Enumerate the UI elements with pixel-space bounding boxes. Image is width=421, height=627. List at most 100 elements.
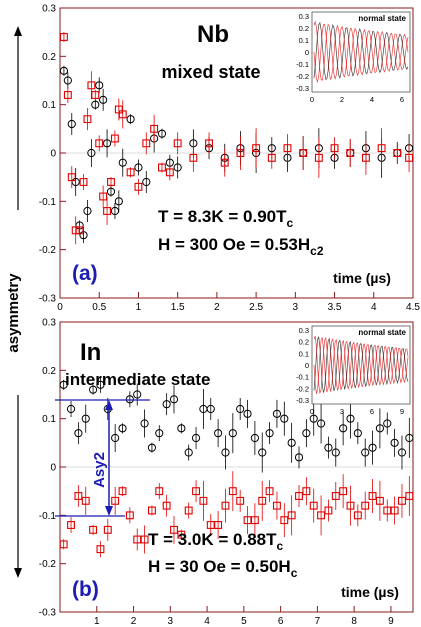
panel-a-ytick-label: 0.1 <box>42 100 56 111</box>
panel-b-point-square <box>361 501 370 510</box>
asy-label: Asy2 <box>91 452 108 488</box>
panel-a-point-square <box>393 149 402 157</box>
panel-b-point-circle <box>191 433 201 443</box>
inset-b-xtick-label: 9 <box>400 407 404 416</box>
panel-a-point-square <box>405 153 414 162</box>
panel-a-point-square <box>165 168 174 177</box>
panel-a-annotation-1: T = 8.3K = 0.90Tc <box>158 207 294 230</box>
asy-arrow-head-top <box>105 400 113 410</box>
panel-a-title: Nb <box>197 21 229 48</box>
panel-b-point-circle <box>272 409 282 418</box>
panel-b-point-circle <box>228 429 237 438</box>
panel-a-point-square <box>377 144 386 153</box>
panel-b-point-circle <box>81 414 90 423</box>
panel-b-point-square <box>309 501 318 510</box>
panel-b-point-circle <box>294 453 304 462</box>
panel-b-point-square <box>118 487 127 496</box>
panel-a-point-circle <box>67 119 76 129</box>
panel-b-point-square <box>89 525 98 534</box>
panel-a-ytick-label: -0.1 <box>39 197 57 208</box>
panel-a-point-circle <box>83 206 92 216</box>
panel-b-point-circle <box>118 424 127 433</box>
panel-b-point-circle <box>177 424 186 433</box>
panel-b-point-square <box>140 535 149 544</box>
panel-a-point-circle <box>59 66 69 75</box>
panel-a-point-square <box>236 149 245 157</box>
panel-b-point-square <box>74 492 83 500</box>
panel-b-ytick-label: 0.1 <box>42 414 56 425</box>
panel-b-annotation-1-main: T = 3.0K = 0.88T <box>148 530 277 549</box>
panel-b-annotation-1: T = 3.0K = 0.88Tc <box>148 530 284 553</box>
y-axis-label: asymmetry <box>5 273 22 353</box>
panel-b-point-square <box>133 535 142 544</box>
panel-a-annotation-2-main: H = 300 Oe = 0.53H <box>158 235 310 254</box>
panel-a-point-circle <box>91 100 100 109</box>
panel-a: -0.3 -0.2 -0.1 0 0.1 0.2 0.3 0 0.5 1 1.5 2 2.5 3 3.5 4 4… <box>39 4 421 314</box>
inset-b-xtick-label: 3 <box>340 407 344 416</box>
panel-b-point-square <box>346 501 355 510</box>
panel-a-point-square <box>205 139 213 148</box>
panel-b-point-square <box>250 516 259 525</box>
panel-b-point-square <box>111 496 120 505</box>
panel-b-point-square <box>184 506 193 515</box>
inset-b-trace <box>313 336 409 393</box>
panel-b-xtick-label: 9 <box>388 616 394 627</box>
panel-b-point-square <box>199 496 208 505</box>
panel-a-point-square <box>79 178 88 186</box>
panel-b-annotation-2-sub: c <box>291 566 298 580</box>
panel-b-point-circle <box>331 448 340 457</box>
panel-a-xtick-label: 2 <box>214 302 220 313</box>
panel-a-point-square <box>87 81 96 90</box>
panel-b-point-square <box>368 492 377 500</box>
panel-b-point-circle <box>59 380 68 389</box>
panel-a-point-circle <box>142 177 151 187</box>
panel-a-point-square <box>95 139 104 148</box>
inset-a-ytick-label: 0.2 <box>299 24 309 33</box>
panel-a-xtick-label: 4 <box>371 302 377 313</box>
panel-b-point-square <box>236 496 245 505</box>
panel-b-point-square <box>258 496 267 505</box>
inset-a-trace <box>313 20 409 82</box>
panel-b-point-circle <box>316 419 326 428</box>
inset-b-ytick-label: 0 <box>305 361 309 370</box>
panel-a-point-circle <box>87 148 96 158</box>
panel-b-point-circle <box>250 433 259 443</box>
inset-a-ytick-label: 0 <box>305 48 309 57</box>
panel-b-annotation-2-main: H = 30 Oe = 0.50H <box>148 557 291 576</box>
panel-b-point-square <box>331 492 340 500</box>
panel-b-point-square <box>103 525 112 534</box>
panel-b-xtick-label: 1 <box>94 616 100 627</box>
panel-a-annotation-2: H = 300 Oe = 0.53Hc2 <box>158 235 324 258</box>
panel-a-point-square <box>110 134 119 143</box>
panel-a-point-square <box>361 153 370 162</box>
panel-a-subtitle: mixed state <box>161 62 260 82</box>
panel-b-point-circle <box>339 424 348 433</box>
panel-a-annotation-1-main: T = 8.3K = 0.90T <box>158 207 287 226</box>
panel-b-point-square <box>405 492 414 500</box>
panel-a-point-square <box>99 192 108 201</box>
panel-b-point-square <box>221 501 230 510</box>
panel-b-point-square <box>192 487 201 496</box>
panel-b-point-circle <box>147 443 157 452</box>
panel-a-annotation-2-sub: c2 <box>310 244 324 258</box>
inset-a-xtick-label: 4 <box>370 95 374 104</box>
inset-a-ytick-label: 0.1 <box>299 36 309 45</box>
panel-b-point-square <box>353 511 362 520</box>
panel-a-point-square <box>158 163 166 172</box>
panel-b-point-square <box>67 521 75 529</box>
panel-b-point-circle <box>96 380 105 389</box>
y-arrow-down-head <box>14 568 22 578</box>
panel-a-annotation-1-sub: c <box>287 216 294 230</box>
panel-b-point-square <box>96 545 105 554</box>
panel-b-point-square <box>59 540 68 549</box>
inset-b-ytick-label: -0.2 <box>296 384 309 393</box>
panel-a-point-square <box>142 139 151 148</box>
panel-b-point-circle <box>243 409 252 418</box>
panel-b-point-circle <box>258 448 267 457</box>
panel-b-point-square <box>302 487 311 496</box>
panel-a-point-square <box>67 173 76 182</box>
panel-b-point-square <box>339 487 348 496</box>
panel-a-point-square <box>346 149 355 157</box>
panel-b-point-circle <box>206 404 215 414</box>
